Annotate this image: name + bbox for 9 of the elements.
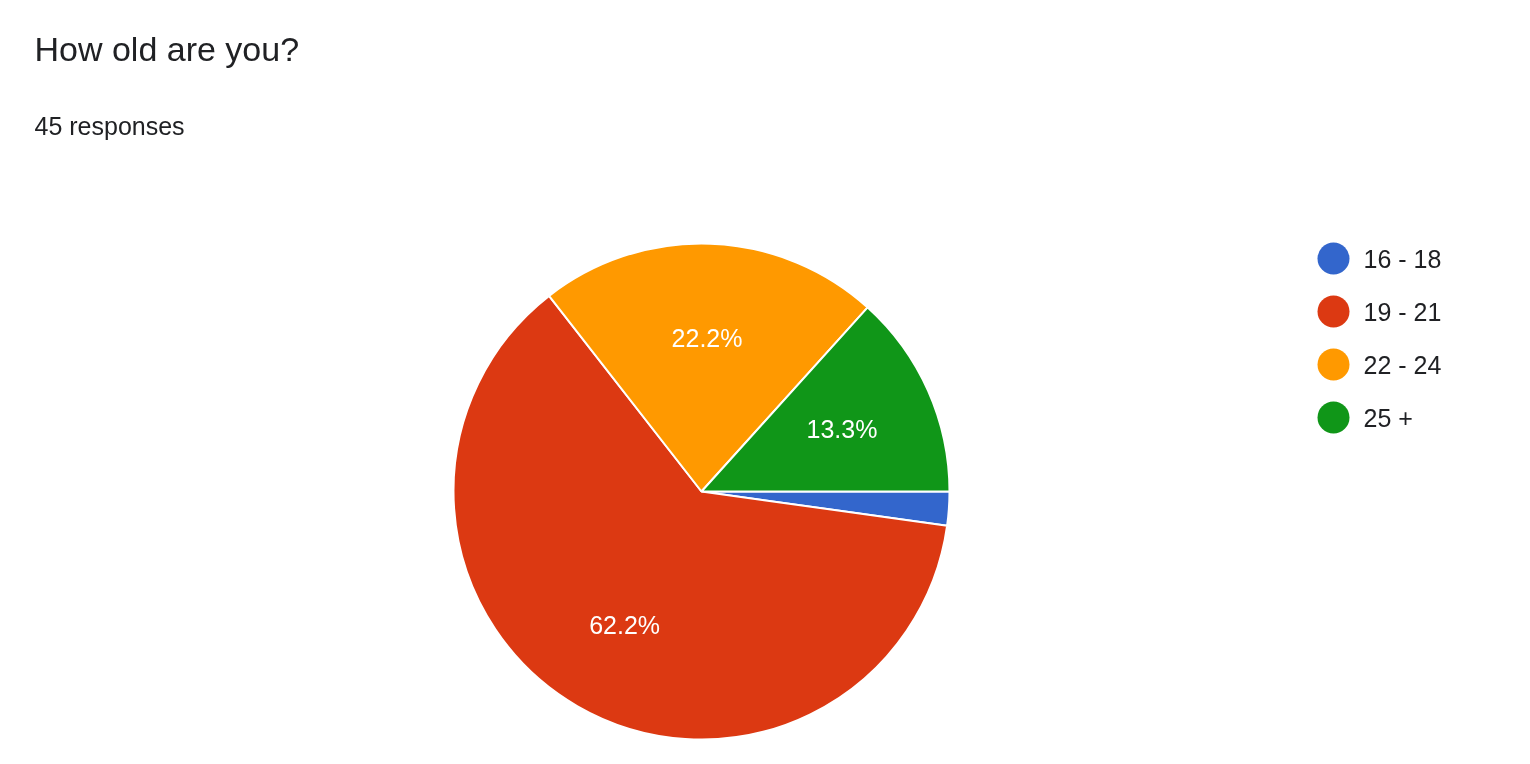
text: How old are you? [34, 29, 300, 68]
legend-label: 19 - 21 [1363, 297, 1442, 326]
data-label: 62.2% [589, 610, 661, 639]
legend-label: 16 - 18 [1363, 244, 1442, 273]
legend-label: 25 + [1363, 403, 1413, 432]
data-label: 13.3% [806, 415, 878, 444]
legend-label: 22 - 24 [1363, 350, 1442, 379]
text: 45 responses [34, 111, 185, 140]
data-label: 22.2% [671, 323, 743, 352]
